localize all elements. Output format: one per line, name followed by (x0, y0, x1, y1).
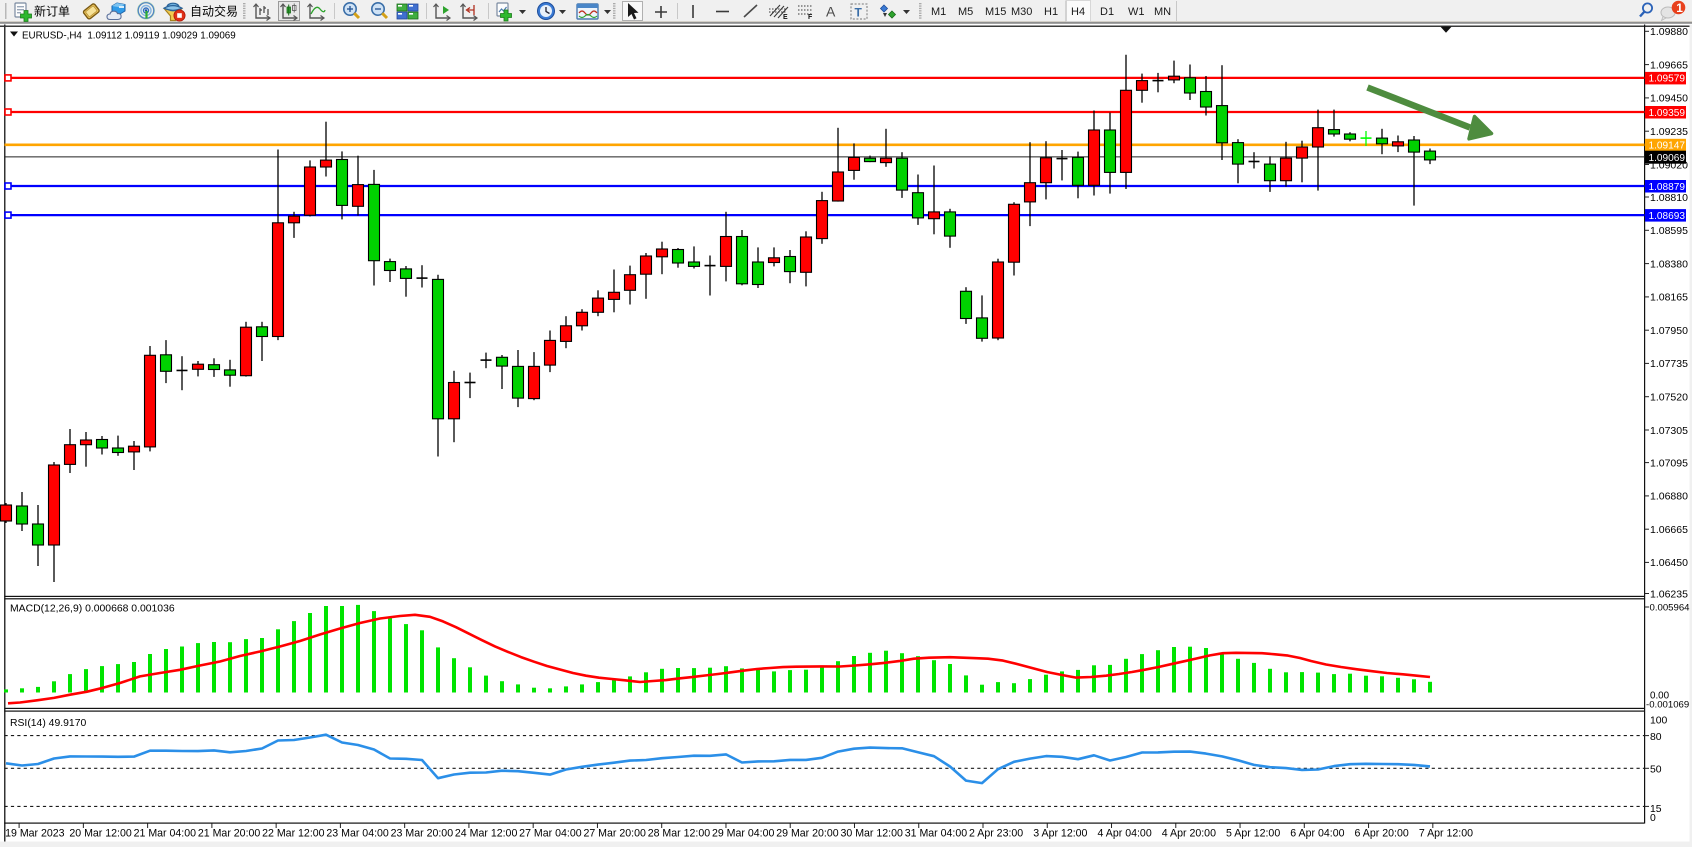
svg-text:2 Apr 23:00: 2 Apr 23:00 (969, 828, 1023, 840)
svg-text:7 Apr 12:00: 7 Apr 12:00 (1419, 828, 1473, 840)
svg-text:29 Mar 20:00: 29 Mar 20:00 (776, 828, 839, 840)
svg-text:27 Mar 04:00: 27 Mar 04:00 (519, 828, 582, 840)
svg-text:A: A (826, 4, 836, 20)
svg-text:21 Mar 04:00: 21 Mar 04:00 (134, 828, 197, 840)
svg-text:1.08595: 1.08595 (1650, 225, 1688, 237)
svg-text:5 Apr 12:00: 5 Apr 12:00 (1226, 828, 1280, 840)
svg-text:1.07735: 1.07735 (1650, 358, 1688, 370)
svg-text:M15: M15 (985, 6, 1006, 18)
svg-text:1.08879: 1.08879 (1649, 182, 1686, 193)
svg-text:M5: M5 (958, 6, 973, 18)
svg-text:1.09450: 1.09450 (1650, 93, 1688, 105)
svg-text:19 Mar 2023: 19 Mar 2023 (5, 828, 65, 840)
svg-text:H4: H4 (1071, 6, 1085, 18)
svg-text:1.08380: 1.08380 (1650, 258, 1688, 270)
svg-text:1.06450: 1.06450 (1650, 557, 1688, 569)
svg-text:23 Mar 20:00: 23 Mar 20:00 (391, 828, 454, 840)
svg-text:H1: H1 (1044, 6, 1058, 18)
svg-text:0: 0 (1650, 813, 1656, 824)
svg-text:6 Apr 04:00: 6 Apr 04:00 (1290, 828, 1344, 840)
svg-text:1.06235: 1.06235 (1650, 588, 1688, 600)
svg-text:1.09235: 1.09235 (1650, 126, 1688, 138)
svg-text:0.00: 0.00 (1650, 691, 1670, 702)
svg-text:1.07095: 1.07095 (1650, 457, 1688, 469)
svg-text:E: E (783, 14, 788, 21)
svg-text:1.07520: 1.07520 (1650, 392, 1688, 404)
svg-text:4 Apr 20:00: 4 Apr 20:00 (1162, 828, 1216, 840)
svg-text:1.09359: 1.09359 (1649, 108, 1686, 119)
svg-text:23 Mar 04:00: 23 Mar 04:00 (326, 828, 389, 840)
svg-text:1.08810: 1.08810 (1650, 192, 1688, 204)
svg-text:F: F (808, 14, 813, 21)
svg-text:6 Apr 20:00: 6 Apr 20:00 (1355, 828, 1409, 840)
svg-text:22 Mar 12:00: 22 Mar 12:00 (262, 828, 325, 840)
svg-text:50: 50 (1650, 764, 1662, 775)
svg-text:15: 15 (1650, 804, 1662, 815)
svg-text:T: T (855, 6, 863, 20)
svg-text:4 Apr 04:00: 4 Apr 04:00 (1098, 828, 1152, 840)
svg-text:24 Mar 12:00: 24 Mar 12:00 (455, 828, 518, 840)
svg-text:M1: M1 (931, 6, 946, 18)
svg-text:1: 1 (1676, 1, 1683, 15)
svg-text:1.06880: 1.06880 (1650, 491, 1688, 503)
svg-text:新订单: 新订单 (34, 4, 70, 19)
svg-text:自动交易: 自动交易 (190, 4, 238, 19)
svg-text:MACD(12,26,9) 0.000668 0.00103: MACD(12,26,9) 0.000668 0.001036 (10, 604, 175, 615)
svg-text:MN: MN (1154, 6, 1171, 18)
svg-text:1.09579: 1.09579 (1649, 74, 1686, 85)
svg-text:30 Mar 12:00: 30 Mar 12:00 (840, 828, 903, 840)
svg-text:EURUSD-,H4 1.09112 1.09119 1.: EURUSD-,H4 1.09112 1.09119 1.09029 1.090… (22, 31, 236, 42)
svg-text:M30: M30 (1011, 6, 1032, 18)
svg-text:-0.001069: -0.001069 (1646, 700, 1689, 711)
svg-text:1.07950: 1.07950 (1650, 325, 1688, 337)
svg-text:1.07305: 1.07305 (1650, 425, 1688, 437)
svg-text:21 Mar 20:00: 21 Mar 20:00 (198, 828, 261, 840)
svg-text:1.06665: 1.06665 (1650, 524, 1688, 536)
svg-text:31 Mar 04:00: 31 Mar 04:00 (905, 828, 968, 840)
svg-text:1.09069: 1.09069 (1649, 153, 1686, 164)
svg-text:100: 100 (1650, 715, 1668, 726)
svg-text:29 Mar 04:00: 29 Mar 04:00 (712, 828, 775, 840)
svg-text:3 Apr 12:00: 3 Apr 12:00 (1033, 828, 1087, 840)
svg-text:0.005964: 0.005964 (1650, 603, 1691, 614)
svg-text:RSI(14) 49.9170: RSI(14) 49.9170 (10, 718, 86, 729)
svg-text:20 Mar 12:00: 20 Mar 12:00 (69, 828, 132, 840)
svg-text:W1: W1 (1128, 6, 1145, 18)
svg-text:1.09880: 1.09880 (1650, 26, 1688, 38)
svg-text:28 Mar 12:00: 28 Mar 12:00 (648, 828, 711, 840)
svg-text:80: 80 (1650, 732, 1662, 743)
svg-text:1.08693: 1.08693 (1649, 211, 1686, 222)
svg-text:1.09665: 1.09665 (1650, 59, 1688, 71)
svg-text:1.09147: 1.09147 (1649, 141, 1686, 152)
svg-text:27 Mar 20:00: 27 Mar 20:00 (583, 828, 646, 840)
svg-text:D1: D1 (1100, 6, 1114, 18)
svg-text:1.08165: 1.08165 (1650, 292, 1688, 304)
